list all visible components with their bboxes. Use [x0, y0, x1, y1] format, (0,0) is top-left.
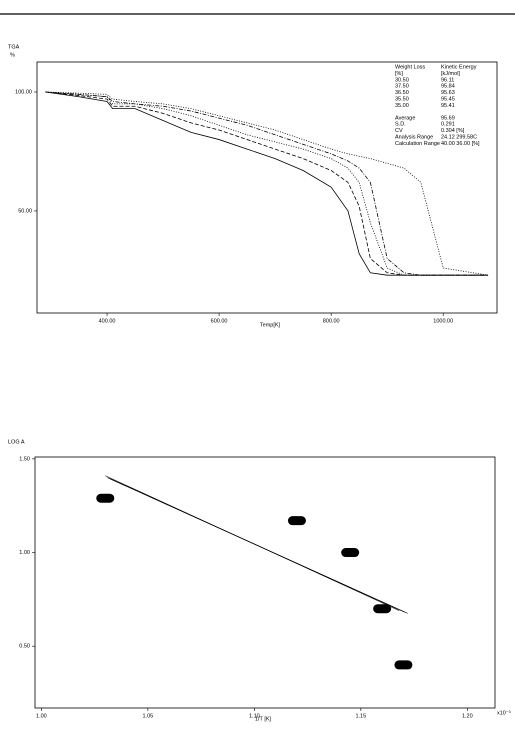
- x-tick-label: 1000.00: [433, 318, 453, 324]
- annotation-text: Average: [395, 115, 415, 121]
- x-tick-label: 1.10: [249, 713, 260, 719]
- y-tick-label: 1.00: [19, 550, 30, 556]
- annotation-text: 0.291: [441, 122, 455, 128]
- x-tick-label: 1.20: [462, 713, 473, 719]
- y-axis-title: TGA: [8, 44, 20, 50]
- x-tick-label: 1.00: [36, 713, 47, 719]
- x-tick-label: 400.00: [99, 318, 116, 324]
- annotation-text: S.D.: [395, 122, 406, 128]
- annotation-text: 30.50: [395, 77, 409, 83]
- data-point: [96, 493, 115, 503]
- x-tick-label: 800.00: [323, 318, 340, 324]
- annotation-text: Kinetic Energy: [441, 64, 477, 70]
- data-point: [341, 548, 360, 558]
- y-tick-label: 50.00: [18, 208, 32, 214]
- annotation-text: [kJ/mol]: [441, 71, 460, 77]
- x-axis-title: Temp[K]: [260, 322, 281, 328]
- annotation-text: 95.84: [441, 84, 455, 90]
- annotation-text: 40.00 36.00 [%]: [441, 141, 480, 147]
- annotation-text: 95.41: [441, 103, 455, 109]
- annotation-text: [%]: [395, 71, 403, 77]
- annotation-text: Analysis Range: [395, 134, 433, 140]
- tga-curve: [45, 91, 489, 276]
- x-multiplier: x10⁻³: [497, 710, 511, 716]
- tga-curve: [45, 91, 489, 276]
- tga-curve: [45, 91, 489, 276]
- x-axis-title: 1/T [K]: [255, 716, 272, 722]
- y-axis-unit: %: [10, 52, 15, 58]
- plot-frame: [36, 61, 498, 314]
- annotation-text: 35.00: [395, 103, 409, 109]
- x-tick-label: 1.05: [143, 713, 154, 719]
- data-point: [373, 604, 392, 614]
- tga-curve: [45, 91, 489, 276]
- tga-curve: [45, 91, 489, 276]
- y-tick-label: 1.50: [19, 456, 30, 462]
- annotation-text: 35.50: [395, 96, 409, 102]
- data-point: [394, 660, 413, 670]
- annotation-text: 95.63: [441, 90, 455, 96]
- annotation-text: 95.69: [441, 115, 455, 121]
- annotation-text: 37.50: [395, 84, 409, 90]
- x-tick-label: 600.00: [211, 318, 228, 324]
- annotation-text: 24.12 299.58C: [441, 134, 477, 140]
- fit-line: [111, 479, 408, 614]
- y-tick-label: 100.00: [15, 89, 32, 95]
- annotation-text: CV: [395, 128, 403, 134]
- annotation-text: 0.304 [%]: [441, 128, 465, 134]
- annotation-text: Weight Loss: [395, 64, 425, 70]
- plot-frame: [34, 456, 496, 709]
- y-axis-title: LOG A: [8, 439, 25, 445]
- annotation-text: 96.11: [441, 77, 454, 83]
- annotation-text: Calculation Range: [395, 141, 440, 147]
- annotation-text: 95.45: [441, 96, 455, 102]
- annotation-text: 36.50: [395, 90, 409, 96]
- x-tick-label: 1.15: [355, 713, 366, 719]
- y-tick-label: 0.50: [19, 644, 30, 650]
- data-point: [287, 516, 306, 526]
